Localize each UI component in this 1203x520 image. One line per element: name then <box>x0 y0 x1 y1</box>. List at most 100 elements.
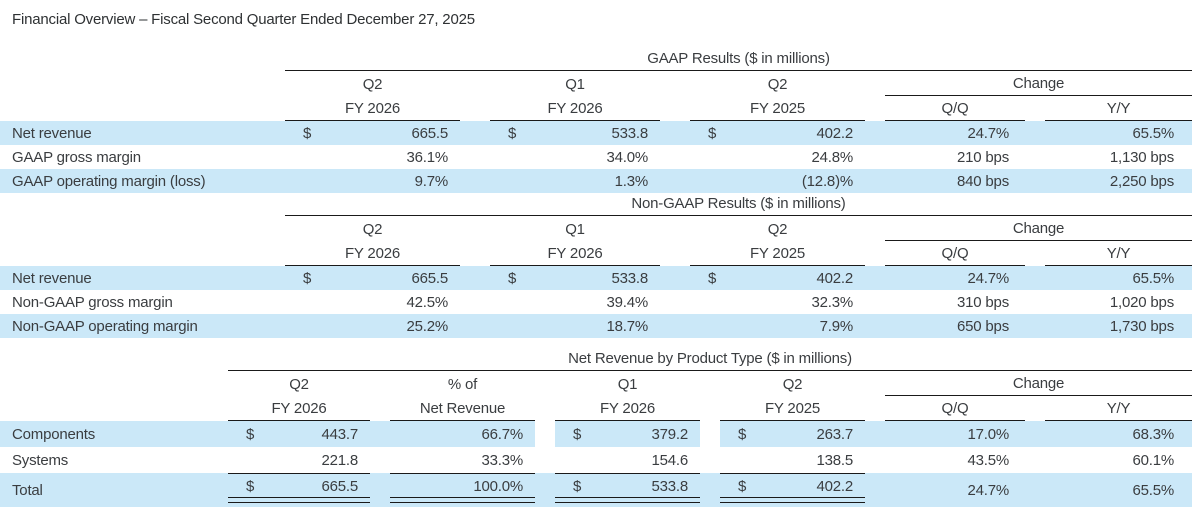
change-yy-cell: 60.1% <box>1132 451 1174 469</box>
currency-symbol: $ <box>708 269 717 287</box>
row-label: Total <box>12 481 43 499</box>
table-row: Net revenue $665.5 $533.8 $402.2 24.7% 6… <box>0 121 1192 145</box>
change-yy-cell: 68.3% <box>1132 425 1174 443</box>
change-yy-cell: 1,730 bps <box>1109 317 1174 335</box>
column-header-quarter: Q2 <box>767 221 788 238</box>
double-rule <box>390 497 535 503</box>
currency-symbol: $ <box>738 478 747 495</box>
value-cell: $533.8 <box>490 121 660 145</box>
currency-symbol: $ <box>573 425 582 443</box>
value: 34.0% <box>606 148 648 166</box>
column-header-fy: FY 2026 <box>555 396 700 421</box>
table-row: Net revenue $665.5 $533.8 $402.2 24.7% 6… <box>0 266 1192 290</box>
currency-symbol: $ <box>303 124 312 142</box>
column-header-quarter: Q2 <box>362 76 383 93</box>
row-label: Net revenue <box>12 124 92 142</box>
row-label: GAAP gross margin <box>12 148 141 166</box>
currency-symbol: $ <box>508 124 517 142</box>
change-yy-cell: 2,250 bps <box>1109 172 1174 190</box>
change-group-header: Change <box>885 371 1192 396</box>
double-rule <box>555 497 700 503</box>
row-label: Components <box>12 425 96 443</box>
value-cell: 18.7% <box>490 314 660 338</box>
column-header-fy: FY 2026 <box>228 396 370 421</box>
column-header-quarter: % of <box>447 376 478 393</box>
column-header-yy: Y/Y <box>1045 396 1192 421</box>
value-cell: $402.2 <box>690 266 865 290</box>
section-non-gaap-results: Non-GAAP Results ($ in millions) Q2 Q1 Q… <box>0 195 1192 338</box>
table-row-total: Total $665.5 100.0% $533.8 $402.2 24.7% … <box>0 473 1192 507</box>
value-cell: 66.7% <box>390 421 535 447</box>
value-cell: 34.0% <box>490 145 660 169</box>
value-cell: $402.2 <box>690 121 865 145</box>
value-cell: $665.5 <box>285 266 460 290</box>
table-row: GAAP operating margin (loss) 9.7% 1.3% (… <box>0 169 1192 193</box>
section-title: Non-GAAP Results ($ in millions) <box>285 195 1192 216</box>
change-qq-cell: 650 bps <box>957 317 1009 335</box>
currency-symbol: $ <box>246 425 255 443</box>
column-header-yy: Y/Y <box>1045 241 1192 266</box>
value: 42.5% <box>406 293 448 311</box>
value: 402.2 <box>816 269 853 287</box>
section-title: Net Revenue by Product Type ($ in millio… <box>228 350 1192 371</box>
value: 36.1% <box>406 148 448 166</box>
value: 1.3% <box>614 172 649 190</box>
value-cell: 100.0% <box>390 473 535 507</box>
value: 665.5 <box>411 124 448 142</box>
value-cell: 9.7% <box>285 169 460 193</box>
value: 18.7% <box>606 317 648 335</box>
column-header-quarter: Q2 <box>362 221 383 238</box>
table-row: Systems 221.8 33.3% 154.6 138.5 43.5% 60… <box>0 447 1192 473</box>
column-header-fy: FY 2025 <box>690 96 865 121</box>
value-cell: $533.8 <box>490 266 660 290</box>
value: 402.2 <box>816 124 853 142</box>
value-cell: $665.5 <box>228 473 370 507</box>
value: 39.4% <box>606 293 648 311</box>
value: 32.3% <box>811 293 853 311</box>
value-cell: 32.3% <box>690 290 865 314</box>
value-cell: 24.8% <box>690 145 865 169</box>
value-cell: 1.3% <box>490 169 660 193</box>
value: 402.2 <box>816 478 853 495</box>
change-qq-cell: 17.0% <box>967 425 1009 443</box>
value: 263.7 <box>816 425 853 443</box>
change-qq-cell: 24.7% <box>967 124 1009 142</box>
value-cell: 36.1% <box>285 145 460 169</box>
value: 9.7% <box>414 172 449 190</box>
column-header-yy: Y/Y <box>1045 96 1192 121</box>
value-cell: 154.6 <box>555 447 700 473</box>
value: 221.8 <box>321 451 358 469</box>
column-header-fy: Net Revenue <box>390 396 535 421</box>
band-gap <box>700 421 720 447</box>
value-cell: 221.8 <box>228 447 370 473</box>
column-header-fy: FY 2026 <box>285 96 460 121</box>
column-header-quarter: Q2 <box>289 376 309 393</box>
currency-symbol: $ <box>573 478 582 495</box>
table-row: Components $443.7 66.7% $379.2 $263.7 17… <box>0 421 1192 447</box>
change-yy-cell: 1,130 bps <box>1109 148 1174 166</box>
value-cell: $443.7 <box>228 421 370 447</box>
change-yy-cell: 65.5% <box>1132 269 1174 287</box>
change-group-header: Change <box>885 71 1192 96</box>
column-header-qq: Q/Q <box>885 96 1025 121</box>
row-label: Systems <box>12 451 69 469</box>
value: 533.8 <box>651 478 688 495</box>
value: 154.6 <box>651 451 688 469</box>
change-yy-cell: 65.5% <box>1132 481 1174 499</box>
currency-symbol: $ <box>508 269 517 287</box>
value-cell: $533.8 <box>555 473 700 507</box>
column-header-qq: Q/Q <box>885 396 1025 421</box>
double-rule <box>720 497 865 503</box>
change-qq-cell: 210 bps <box>957 148 1009 166</box>
value: 533.8 <box>611 269 648 287</box>
value: 24.8% <box>811 148 853 166</box>
value: 7.9% <box>819 317 854 335</box>
table-row: Non-GAAP gross margin 42.5% 39.4% 32.3% … <box>0 290 1192 314</box>
section-gaap-results: GAAP Results ($ in millions) Q2 Q1 Q2 Ch… <box>0 50 1192 193</box>
band-gap <box>535 421 555 447</box>
change-qq-cell: 310 bps <box>957 293 1009 311</box>
currency-symbol: $ <box>303 269 312 287</box>
value: 25.2% <box>406 317 448 335</box>
value-cell: 33.3% <box>390 447 535 473</box>
value: (12.8)% <box>801 172 853 190</box>
